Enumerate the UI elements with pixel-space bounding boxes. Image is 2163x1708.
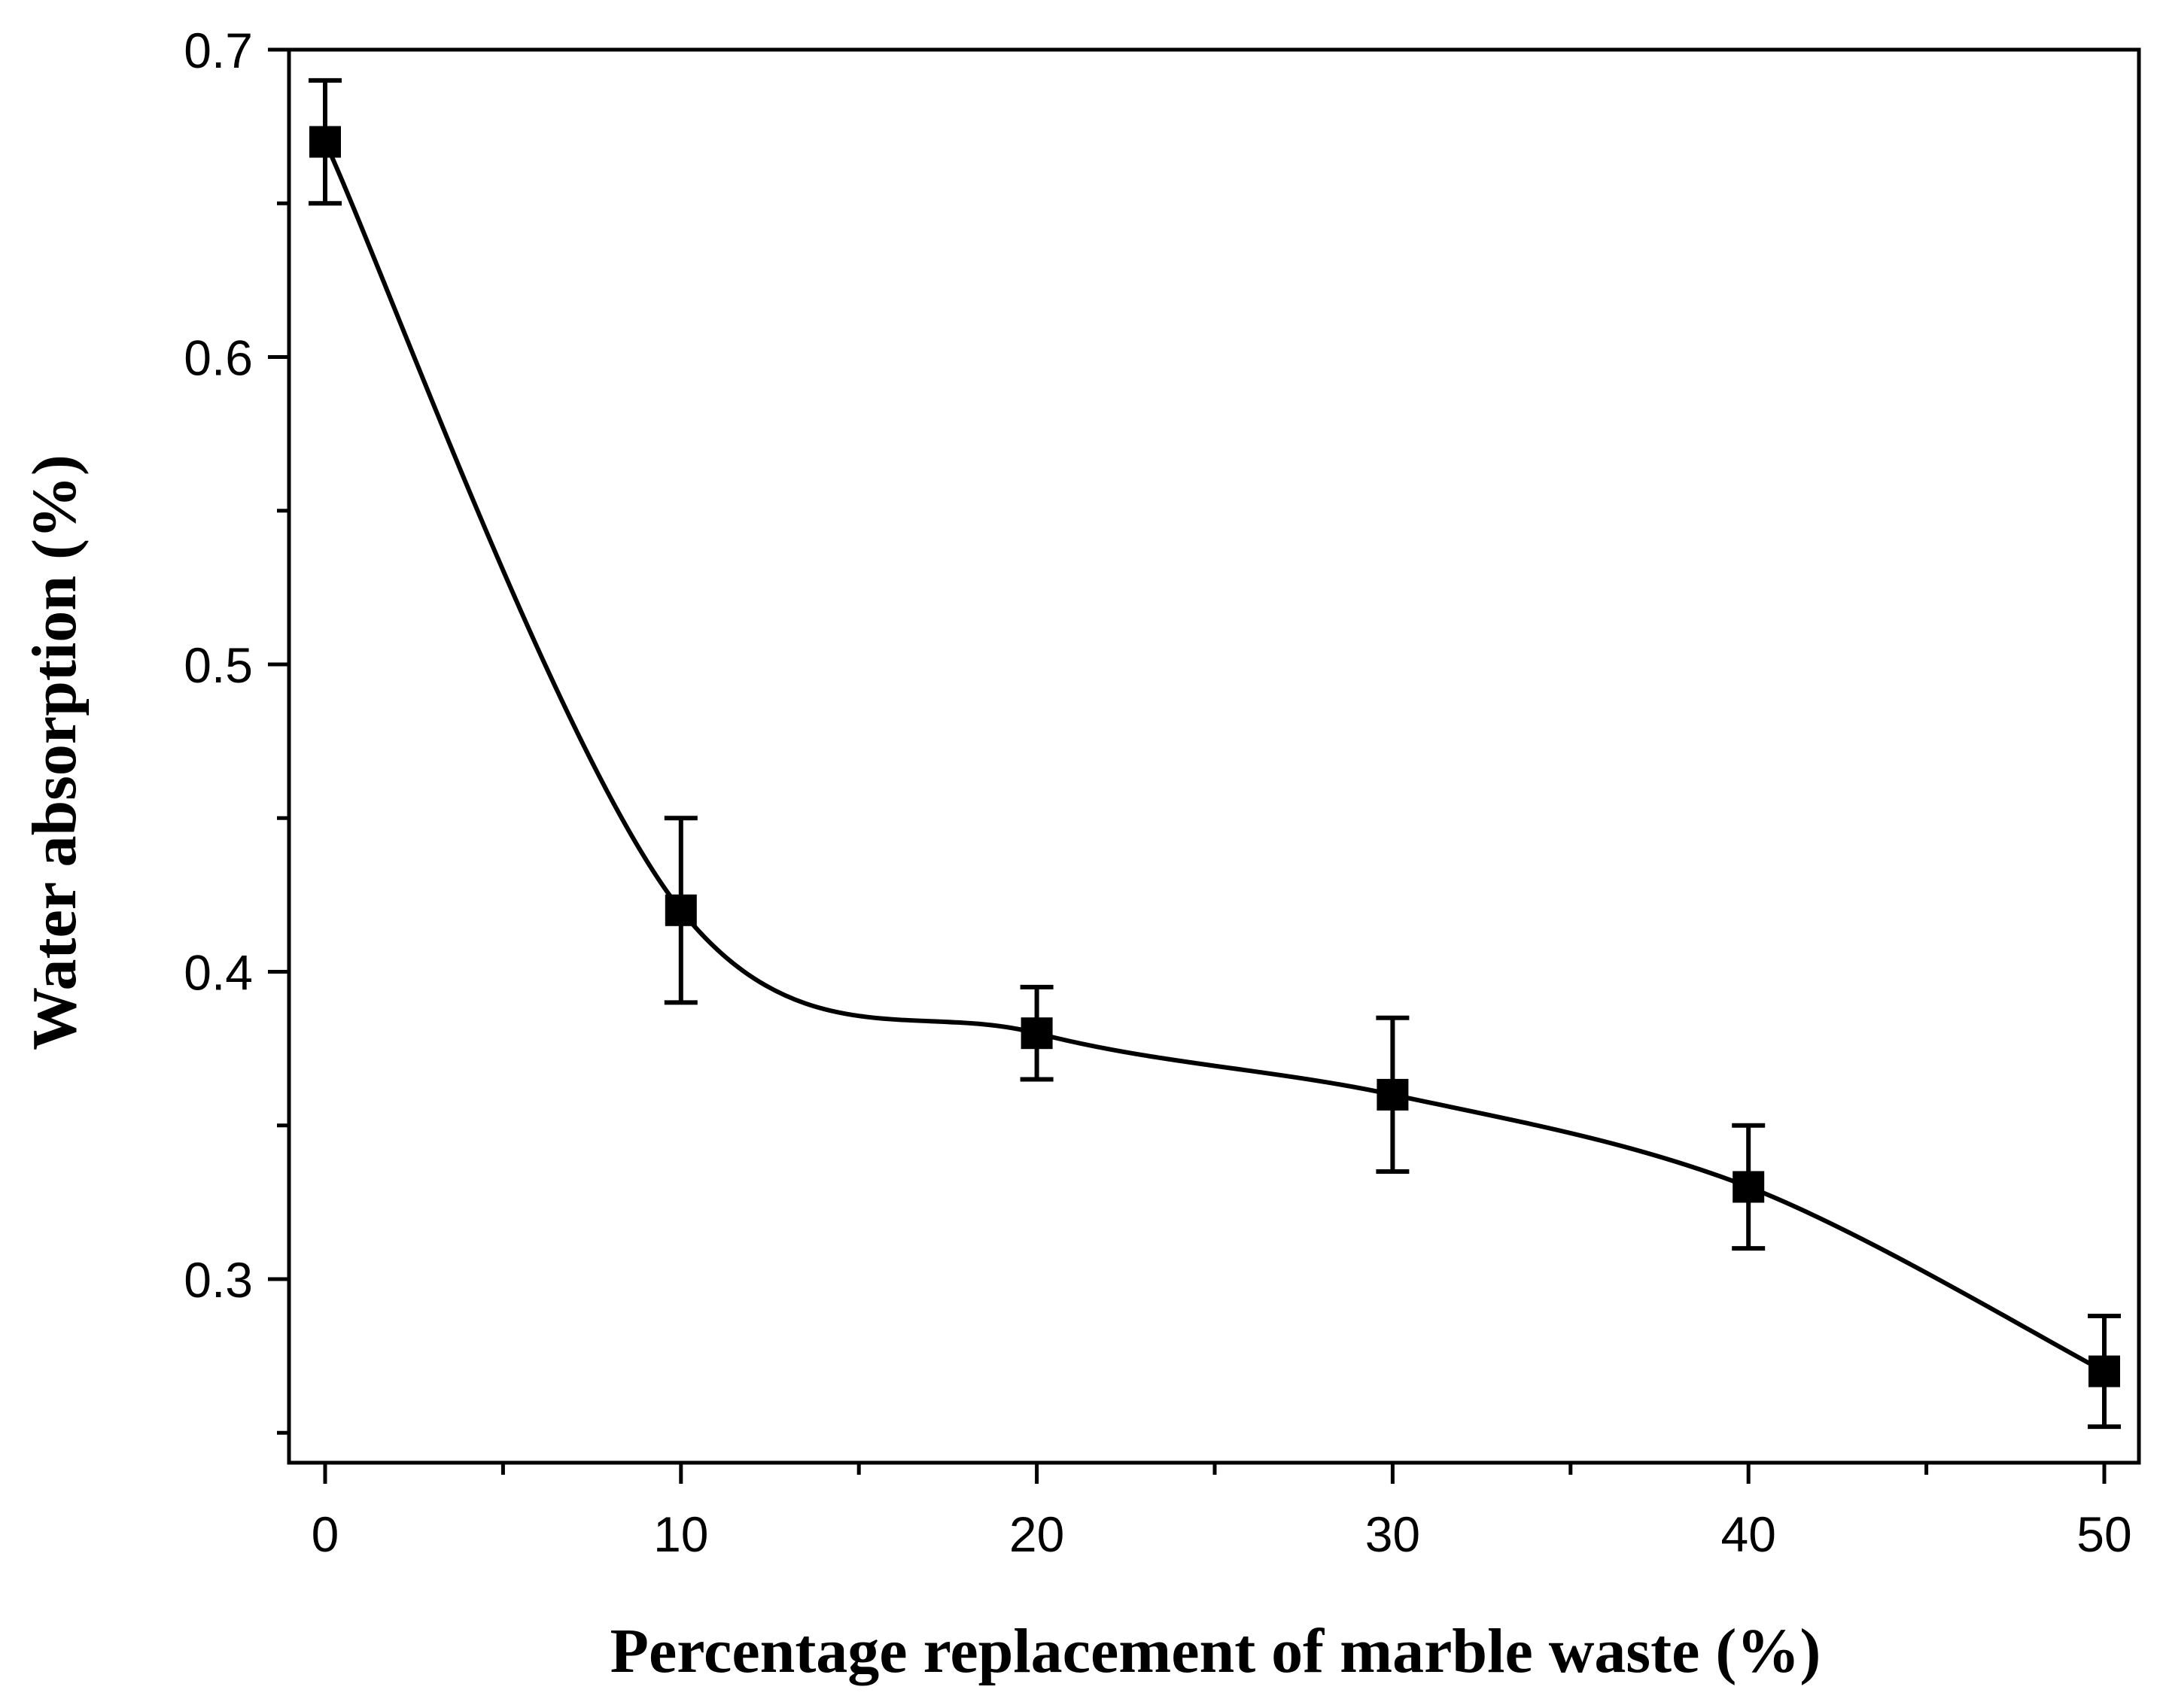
y-tick-label: 0.6 [184, 330, 253, 386]
data-point-marker [309, 126, 341, 158]
data-point-marker [1021, 1017, 1053, 1050]
x-axis-title: Percentage replacement of marble waste (… [610, 1616, 1821, 1686]
series-line [323, 141, 2106, 1374]
x-tick-label: 50 [2076, 1506, 2131, 1562]
y-tick-label: 0.3 [184, 1252, 253, 1308]
plot-layer [309, 77, 2121, 1430]
x-axis: 0 10 20 30 40 50 [312, 1463, 2132, 1562]
data-point-marker [1733, 1171, 1765, 1203]
x-tick-label: 40 [1720, 1506, 1775, 1562]
data-point-marker [665, 894, 697, 926]
y-tick-label: 0.7 [184, 23, 253, 78]
x-tick-label: 20 [1009, 1506, 1064, 1562]
y-tick-label: 0.4 [184, 945, 253, 1001]
x-tick-label: 10 [653, 1506, 708, 1562]
data-point-marker [1377, 1078, 1409, 1111]
y-axis-title: Water absorption (%) [20, 454, 90, 1050]
x-tick-label: 0 [312, 1506, 339, 1562]
x-tick-label: 30 [1365, 1506, 1420, 1562]
data-point-marker [2088, 1355, 2120, 1387]
y-tick-label: 0.5 [184, 637, 253, 693]
y-axis: 0.3 0.4 0.5 0.6 0.7 [184, 23, 289, 1435]
